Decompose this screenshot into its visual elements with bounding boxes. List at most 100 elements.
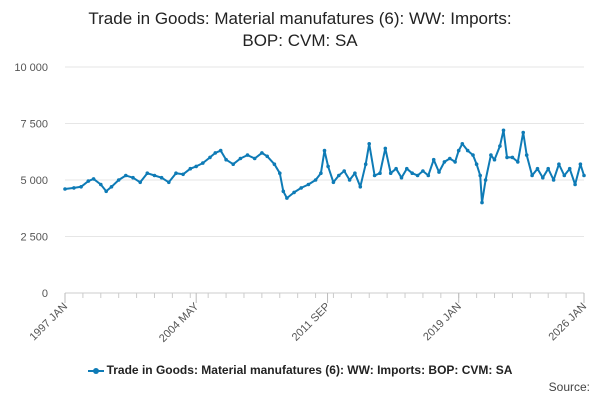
- data-point: [478, 173, 483, 178]
- data-point: [238, 156, 243, 161]
- x-tick-label: 2004 MAY: [157, 300, 202, 345]
- data-point: [505, 155, 509, 160]
- data-point: [265, 154, 270, 159]
- data-point: [546, 166, 550, 171]
- data-point: [213, 151, 218, 155]
- data-point: [292, 190, 296, 195]
- data-point: [456, 148, 461, 153]
- y-axis: 0 2 500 5 000 7 500 10 000: [14, 62, 48, 300]
- data-point: [582, 173, 586, 178]
- data-point: [394, 166, 398, 171]
- data-point: [63, 187, 67, 191]
- data-point: [541, 175, 545, 180]
- data-point: [208, 155, 212, 160]
- legend[interactable]: Trade in Goods: Material manufatures (6)…: [0, 363, 600, 377]
- data-point: [573, 182, 577, 187]
- data-point: [367, 142, 372, 146]
- data-point: [460, 142, 465, 146]
- data-point: [551, 178, 556, 182]
- chart-title: Trade in Goods: Material manufatures (6)…: [0, 8, 600, 52]
- data-point: [124, 173, 128, 178]
- data-point: [104, 189, 108, 194]
- data-point: [501, 128, 506, 133]
- data-point: [152, 173, 157, 178]
- x-tick-label: 1997 JAN: [27, 301, 70, 344]
- x-tick-label: 2019 JAN: [421, 301, 464, 344]
- data-point: [245, 153, 250, 157]
- data-point: [79, 185, 83, 189]
- y-tick-label: 2 500: [20, 232, 48, 244]
- data-point: [557, 162, 561, 166]
- data-point: [194, 164, 198, 169]
- data-point: [109, 185, 114, 189]
- y-tick-label: 5 000: [20, 175, 48, 187]
- data-point: [231, 162, 235, 166]
- data-point: [116, 178, 121, 182]
- data-point: [510, 155, 515, 160]
- data-point: [442, 160, 447, 164]
- data-point: [388, 171, 393, 175]
- data-point: [281, 189, 286, 194]
- data-point: [453, 160, 457, 164]
- data-point: [252, 156, 257, 161]
- data-point: [524, 153, 529, 157]
- data-point: [188, 166, 193, 171]
- series-line: [64, 129, 585, 204]
- data-point: [313, 178, 318, 182]
- data-point: [278, 171, 282, 175]
- data-point: [516, 160, 520, 164]
- data-point: [567, 166, 572, 171]
- data-point: [358, 185, 363, 189]
- chart-title-line-2: BOP: CVM: SA: [242, 31, 358, 50]
- data-point: [99, 182, 103, 187]
- data-point: [378, 171, 382, 175]
- data-point: [535, 166, 540, 171]
- data-point: [174, 171, 178, 175]
- data-point: [492, 157, 497, 162]
- data-point: [415, 173, 420, 178]
- data-point: [405, 166, 409, 171]
- series-group: [63, 128, 586, 205]
- data-point: [410, 171, 415, 175]
- data-point: [465, 148, 470, 153]
- data-point: [399, 175, 404, 180]
- x-tick-label: 2026 JAN: [546, 301, 589, 344]
- data-point: [91, 177, 96, 181]
- data-point: [383, 146, 388, 151]
- data-point: [167, 180, 171, 185]
- data-point: [437, 170, 441, 174]
- data-point: [578, 162, 583, 166]
- x-axis: 1997 JAN 2004 MAY 2011 SEP 2019 JAN 2026 JAN: [27, 292, 589, 345]
- y-tick-label: 10 000: [14, 62, 48, 74]
- chart-title-line-1: Trade in Goods: Material manufatures (6)…: [88, 9, 512, 28]
- data-point: [86, 179, 91, 183]
- data-point: [337, 173, 341, 178]
- data-point: [72, 186, 76, 190]
- data-point: [489, 153, 493, 157]
- data-point: [483, 178, 488, 182]
- data-point: [498, 144, 502, 148]
- data-point: [372, 173, 377, 178]
- data-point: [260, 151, 264, 155]
- data-point: [421, 169, 425, 173]
- data-point: [521, 130, 525, 135]
- data-point: [363, 162, 368, 166]
- x-tick-label: 2011 SEP: [290, 301, 333, 344]
- data-point: [474, 162, 479, 166]
- data-point: [353, 171, 357, 175]
- data-point: [145, 171, 150, 175]
- grid-lines: [65, 66, 584, 237]
- data-point: [299, 186, 304, 190]
- data-point: [218, 148, 223, 153]
- data-point: [306, 182, 311, 187]
- data-point: [347, 178, 352, 182]
- legend-swatch-icon: [87, 366, 104, 376]
- data-point: [138, 180, 142, 185]
- data-point: [426, 173, 431, 178]
- data-point: [181, 172, 185, 177]
- data-point: [272, 162, 277, 166]
- data-point: [131, 175, 135, 180]
- data-point: [471, 153, 475, 157]
- data-point: [342, 169, 347, 173]
